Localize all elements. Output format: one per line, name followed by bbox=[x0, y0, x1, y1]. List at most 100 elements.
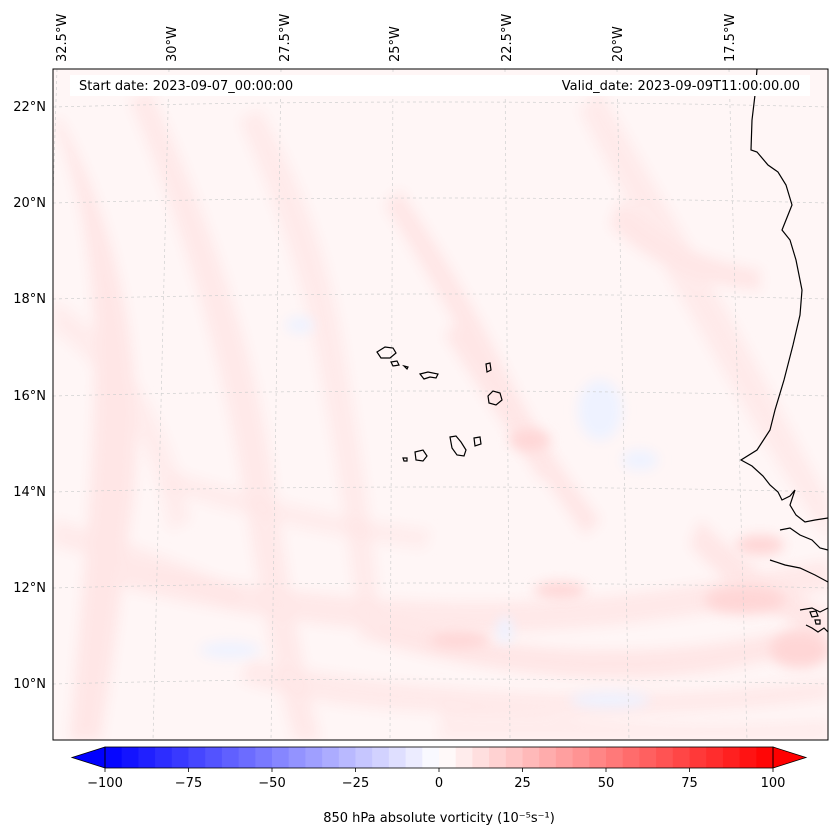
colorbar-cell bbox=[455, 747, 473, 768]
colorbar-cell bbox=[305, 747, 323, 768]
island-sao-vicente bbox=[390, 360, 400, 367]
lon-label: 32.5°W bbox=[55, 14, 70, 62]
colorbar-ticks: −100 −75 −50 −25 0 25 50 75 100 bbox=[87, 768, 785, 791]
colorbar-cell bbox=[272, 747, 290, 768]
island-sal bbox=[485, 362, 492, 373]
colorbar-cell bbox=[355, 747, 373, 768]
colorbar-cell bbox=[238, 747, 256, 768]
colorbar-cell bbox=[105, 747, 123, 768]
meridian-25w bbox=[389, 69, 394, 740]
colorbar-tick-label: 0 bbox=[435, 776, 443, 791]
colorbar-cell bbox=[606, 747, 624, 768]
colorbar-cell bbox=[722, 747, 741, 768]
valid-date-label: Valid_date: 2023-09-09T11:00:00.00 bbox=[562, 79, 800, 94]
colorbar-cell bbox=[422, 747, 440, 768]
lat-label: 20°N bbox=[13, 196, 46, 211]
lon-label: 30°W bbox=[165, 26, 180, 62]
colorbar-extend-low bbox=[70, 746, 106, 769]
lat-label: 14°N bbox=[13, 485, 46, 500]
lat-label: 12°N bbox=[13, 581, 46, 596]
island-fogo bbox=[414, 449, 428, 462]
colorbar-cell bbox=[221, 747, 240, 768]
lat-label: 16°N bbox=[13, 389, 46, 404]
colorbar-cell bbox=[188, 747, 206, 768]
colorbar-cell bbox=[706, 747, 724, 768]
parallel-14n bbox=[53, 486, 828, 493]
colorbar-cell bbox=[689, 747, 707, 768]
map-frame bbox=[52, 68, 829, 741]
colorbar-tick-label: −50 bbox=[258, 776, 285, 791]
colorbar-cell bbox=[739, 747, 757, 768]
start-date-label: Start date: 2023-09-07_00:00:00 bbox=[79, 79, 293, 94]
parallel-16n bbox=[53, 390, 828, 397]
colorbar-tick-label: 25 bbox=[514, 776, 531, 791]
colorbar-cell bbox=[656, 747, 674, 768]
colorbar-cell bbox=[439, 747, 457, 768]
africa-coastline bbox=[739, 69, 828, 633]
vorticity-pink-streaks bbox=[53, 90, 828, 740]
latitude-labels: 22°N 20°N 18°N 16°N 14°N 12°N 10°N bbox=[13, 100, 46, 692]
colorbar-cell bbox=[555, 747, 574, 768]
coast-west-africa bbox=[739, 69, 828, 523]
colorbar-cell bbox=[155, 747, 173, 768]
map-panel: Start date: 2023-09-07_00:00:00 Valid_da… bbox=[52, 68, 829, 741]
colorbar: −100 −75 −50 −25 0 25 50 75 100 850 hPa absolute… bbox=[70, 746, 808, 826]
colorbar-cells bbox=[105, 747, 774, 768]
colorbar-cell bbox=[171, 747, 190, 768]
colorbar-cell bbox=[405, 747, 423, 768]
colorbar-tick-label: −25 bbox=[342, 776, 369, 791]
colorbar-tick-label: 50 bbox=[598, 776, 615, 791]
colorbar-cell bbox=[338, 747, 357, 768]
parallel-18n bbox=[53, 293, 828, 300]
colorbar-cell bbox=[288, 747, 306, 768]
colorbar-cell bbox=[255, 747, 273, 768]
parallel-22n bbox=[53, 101, 828, 108]
colorbar-cell bbox=[639, 747, 657, 768]
lat-label: 18°N bbox=[13, 292, 46, 307]
meridian-30w bbox=[152, 69, 170, 740]
colorbar-cell bbox=[572, 747, 590, 768]
meridian-22-5w bbox=[504, 69, 511, 740]
longitude-labels: 32.5°W 30°W 27.5°W 25°W 22.5°W 20°W 17.5… bbox=[55, 14, 738, 62]
colorbar-extend-high bbox=[772, 746, 808, 769]
colorbar-cell bbox=[589, 747, 607, 768]
island-santa-luzia bbox=[402, 364, 409, 371]
colorbar-cell bbox=[138, 747, 156, 768]
colorbar-label: 850 hPa absolute vorticity (10⁻⁵s⁻¹) bbox=[323, 811, 555, 826]
colorbar-cell bbox=[372, 747, 390, 768]
lon-label: 20°W bbox=[611, 26, 626, 62]
lon-label: 27.5°W bbox=[278, 14, 293, 62]
meridian-27-5w bbox=[270, 69, 282, 740]
meridian-20w bbox=[616, 69, 630, 740]
island-maio bbox=[473, 436, 482, 447]
colorbar-cell bbox=[622, 747, 640, 768]
lon-label: 17.5°W bbox=[723, 14, 738, 62]
colorbar-tick-label: 100 bbox=[761, 776, 786, 791]
island-santo-antao bbox=[376, 346, 397, 359]
lat-label: 10°N bbox=[13, 677, 46, 692]
date-banner bbox=[70, 75, 810, 96]
lat-label: 22°N bbox=[13, 100, 46, 115]
colorbar-cell bbox=[756, 747, 774, 768]
graticule bbox=[53, 69, 828, 740]
island-bissagos bbox=[809, 610, 821, 625]
parallel-12n bbox=[53, 582, 828, 589]
colorbar-cell bbox=[121, 747, 139, 768]
island-santiago bbox=[449, 435, 467, 457]
lon-label: 25°W bbox=[388, 26, 403, 62]
colorbar-tick-label: −100 bbox=[87, 776, 123, 791]
island-brava bbox=[402, 457, 408, 462]
colorbar-cell bbox=[505, 747, 524, 768]
island-sao-nicolau bbox=[418, 371, 439, 380]
vorticity-red-patches bbox=[430, 430, 828, 668]
parallel-10n bbox=[53, 678, 828, 685]
colorbar-cell bbox=[522, 747, 540, 768]
parallel-20n bbox=[53, 197, 828, 204]
colorbar-cell bbox=[322, 747, 340, 768]
coast-gambia-guinea bbox=[769, 527, 828, 633]
vorticity-blue-patches bbox=[200, 317, 658, 708]
colorbar-cell bbox=[205, 747, 223, 768]
colorbar-tick-label: 75 bbox=[681, 776, 698, 791]
colorbar-tick-label: −75 bbox=[175, 776, 202, 791]
